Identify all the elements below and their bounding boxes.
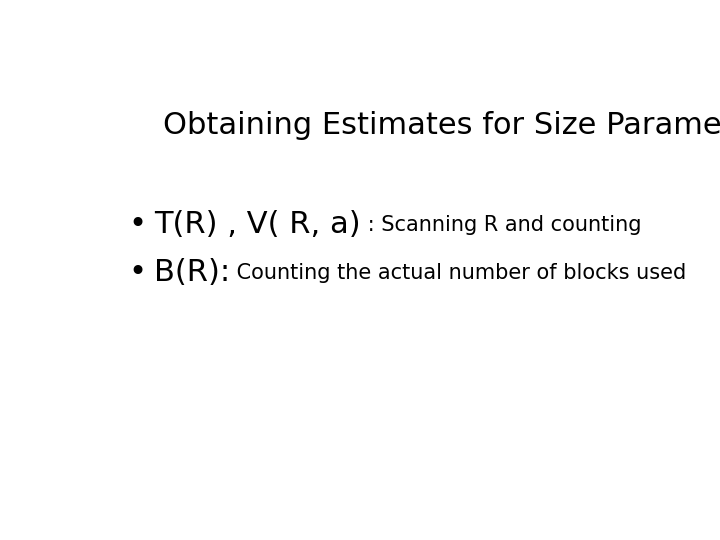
Text: T(R) , V( R, a): T(R) , V( R, a) bbox=[154, 211, 361, 239]
Text: Obtaining Estimates for Size Parameters: Obtaining Estimates for Size Parameters bbox=[163, 111, 720, 140]
Text: •: • bbox=[128, 258, 146, 287]
Text: B(R):: B(R): bbox=[154, 258, 230, 287]
Text: : Scanning R and counting: : Scanning R and counting bbox=[361, 215, 642, 235]
Text: Counting the actual number of blocks used: Counting the actual number of blocks use… bbox=[230, 262, 687, 283]
Text: •: • bbox=[128, 211, 146, 239]
